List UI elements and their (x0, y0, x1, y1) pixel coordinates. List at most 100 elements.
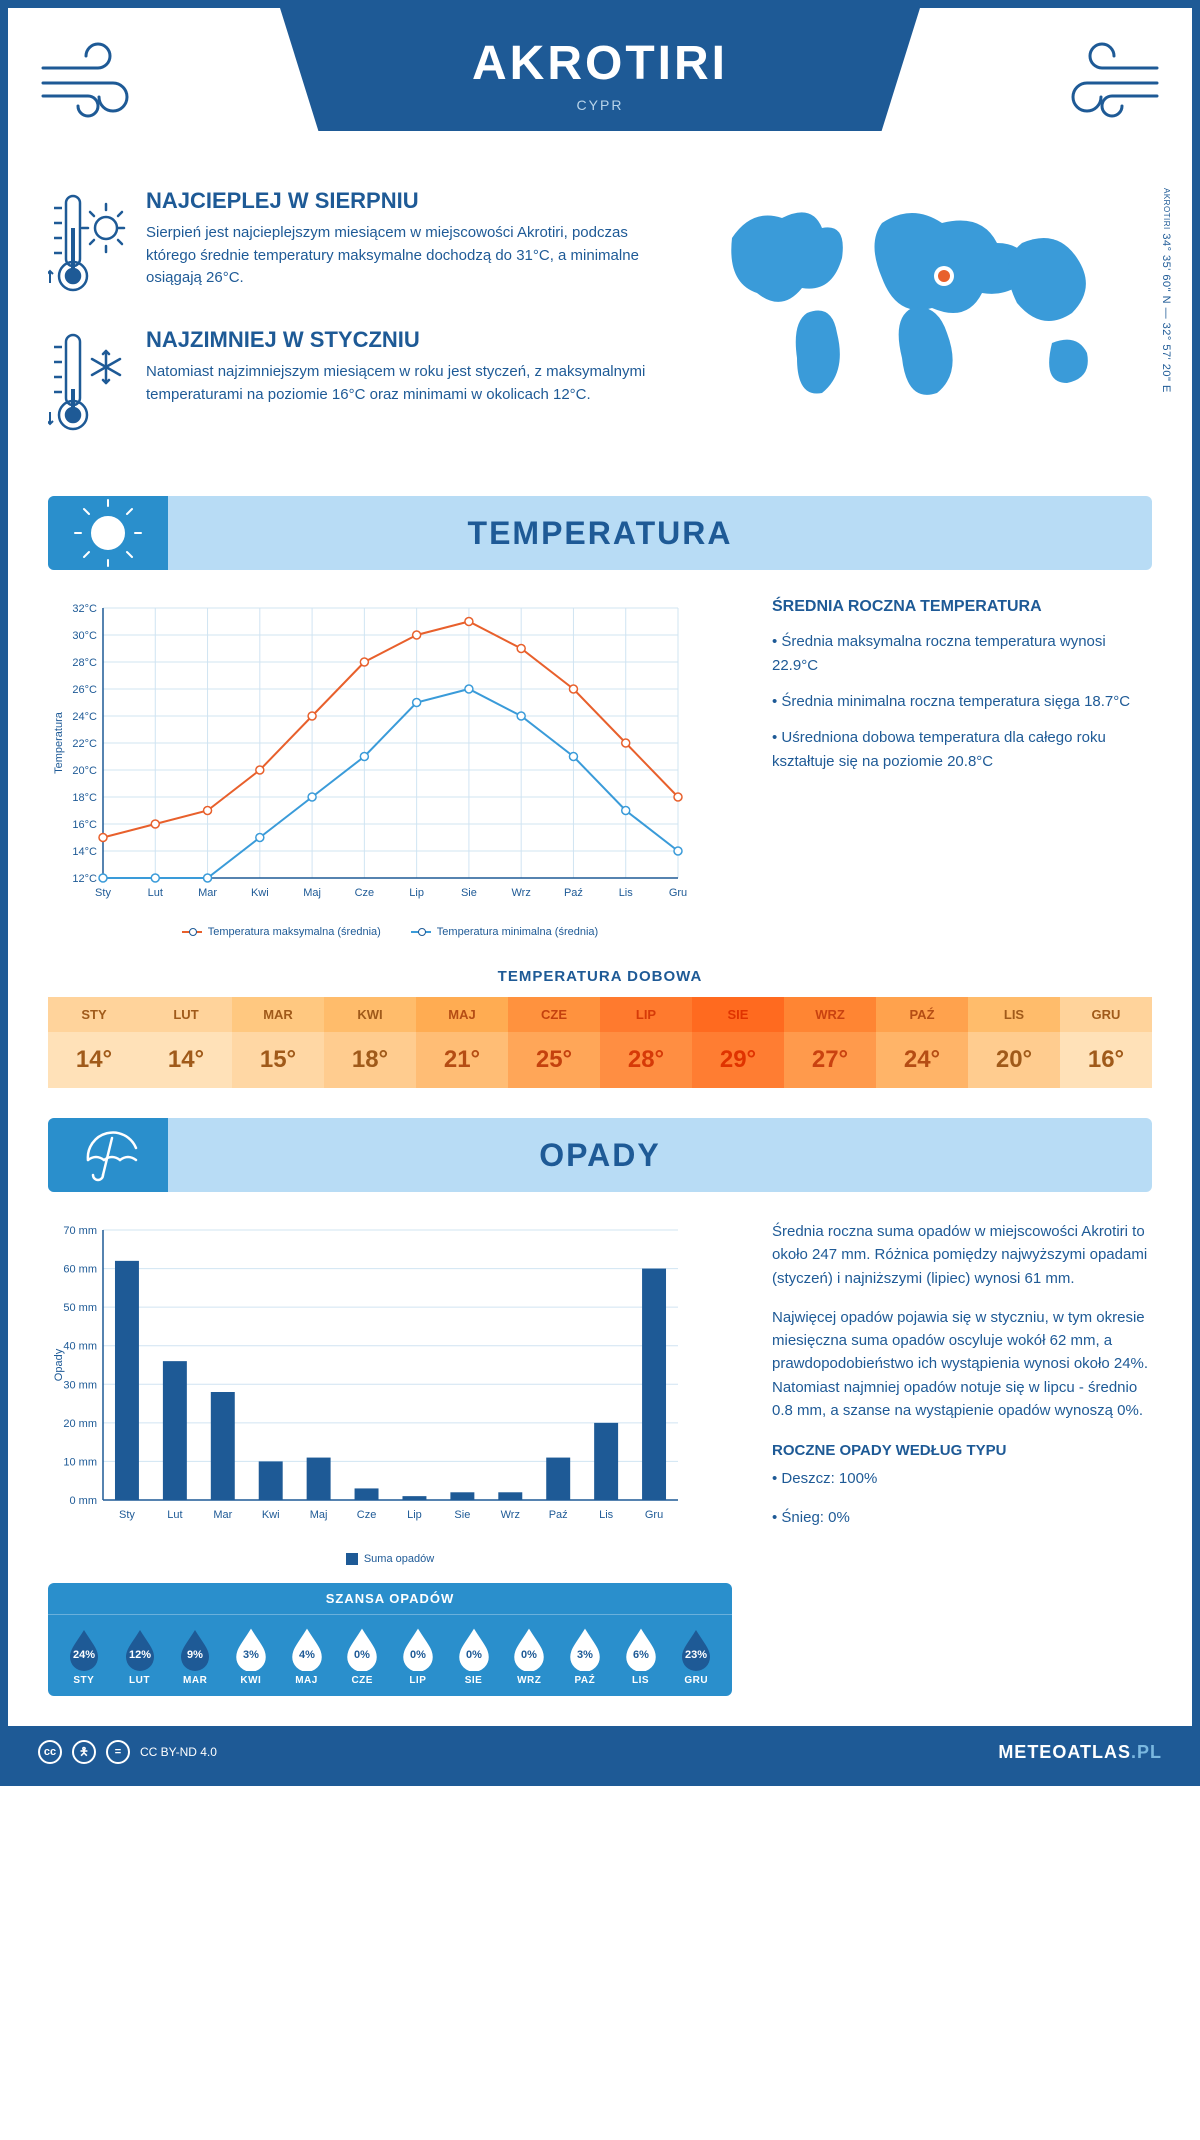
svg-text:4%: 4% (299, 1649, 315, 1661)
svg-text:23%: 23% (685, 1649, 707, 1661)
bullet-item: • Uśredniona dobowa temperatura dla całe… (772, 726, 1152, 774)
svg-text:Lip: Lip (407, 1509, 422, 1521)
svg-text:Paź: Paź (564, 887, 583, 899)
svg-text:28°C: 28°C (72, 657, 97, 669)
coordinates: AKROTIRI 34° 35' 60" N — 32° 57' 20" E (1160, 188, 1172, 393)
chance-cell: 3% KWI (223, 1627, 279, 1686)
raindrop-icon: 0% (344, 1627, 380, 1671)
svg-text:Gru: Gru (645, 1509, 663, 1521)
chance-cell: 12% LUT (112, 1627, 168, 1686)
footer: cc 🯅 = CC BY-ND 4.0 METEOATLAS.PL (8, 1726, 1192, 1778)
precip-paragraph: Średnia roczna suma opadów w miejscowośc… (772, 1220, 1152, 1290)
chance-cell: 0% SIE (446, 1627, 502, 1686)
chance-cell: 0% WRZ (501, 1627, 557, 1686)
world-map-icon (712, 188, 1132, 408)
chance-cell: 4% MAJ (279, 1627, 335, 1686)
svg-text:Sie: Sie (454, 1509, 470, 1521)
by-icon: 🯅 (72, 1740, 96, 1764)
svg-text:0 mm: 0 mm (70, 1495, 98, 1507)
svg-text:Mar: Mar (198, 887, 217, 899)
chance-cell: 9% MAR (167, 1627, 223, 1686)
cold-block: NAJZIMNIEJ W STYCZNIU Natomiast najzimni… (48, 327, 672, 442)
svg-text:Mar: Mar (213, 1509, 232, 1521)
chart-legend: Suma opadów (48, 1553, 732, 1565)
svg-text:0%: 0% (521, 1649, 537, 1661)
svg-text:9%: 9% (187, 1649, 203, 1661)
nd-icon: = (106, 1740, 130, 1764)
svg-text:Sty: Sty (95, 887, 111, 899)
raindrop-icon: 0% (456, 1627, 492, 1671)
raindrop-icon: 3% (567, 1627, 603, 1671)
cold-title: NAJZIMNIEJ W STYCZNIU (146, 327, 672, 353)
avg-annual-box: ŚREDNIA ROCZNA TEMPERATURA • Średnia mak… (772, 598, 1152, 938)
svg-text:60 mm: 60 mm (63, 1264, 97, 1276)
temperature-section-header: TEMPERATURA (48, 496, 1152, 570)
daily-temp-title: TEMPERATURA DOBOWA (48, 968, 1152, 985)
temp-cell: STY 14° (48, 997, 140, 1088)
precip-section-header: OPADY (48, 1118, 1152, 1192)
svg-text:14°C: 14°C (72, 846, 97, 858)
bullet-item: • Średnia minimalna roczna temperatura s… (772, 690, 1152, 714)
temp-cell: LIS 20° (968, 997, 1060, 1088)
temp-cell: PAŹ 24° (876, 997, 968, 1088)
svg-text:26°C: 26°C (72, 684, 97, 696)
svg-text:20°C: 20°C (72, 765, 97, 777)
chance-cell: 3% PAŹ (557, 1627, 613, 1686)
svg-text:3%: 3% (243, 1649, 259, 1661)
svg-text:18°C: 18°C (72, 792, 97, 804)
svg-text:0%: 0% (354, 1649, 370, 1661)
svg-text:Gru: Gru (669, 887, 687, 899)
svg-text:Wrz: Wrz (501, 1509, 520, 1521)
svg-text:Paź: Paź (549, 1509, 568, 1521)
hot-text: Sierpień jest najcieplejszym miesiącem w… (146, 222, 672, 290)
cold-text: Natomiast najzimniejszym miesiącem w rok… (146, 361, 672, 406)
svg-text:0%: 0% (466, 1649, 482, 1661)
precip-paragraph: Najwięcej opadów pojawia się w styczniu,… (772, 1306, 1152, 1422)
hot-title: NAJCIEPLEJ W SIERPNIU (146, 188, 672, 214)
svg-text:Opady: Opady (53, 1348, 65, 1381)
temp-cell: CZE 25° (508, 997, 600, 1088)
svg-text:Cze: Cze (357, 1509, 377, 1521)
svg-text:20 mm: 20 mm (63, 1418, 97, 1430)
svg-text:30 mm: 30 mm (63, 1379, 97, 1391)
brand: METEOATLAS.PL (998, 1742, 1162, 1763)
svg-text:Kwi: Kwi (251, 887, 269, 899)
location-country: CYPR (280, 97, 920, 113)
temp-cell: LUT 14° (140, 997, 232, 1088)
location-title: AKROTIRI (280, 36, 920, 91)
thermometer-hot-icon (48, 188, 128, 303)
temp-cell: LIP 28° (600, 997, 692, 1088)
temp-cell: SIE 29° (692, 997, 784, 1088)
temp-cell: KWI 18° (324, 997, 416, 1088)
svg-text:Lis: Lis (619, 887, 634, 899)
svg-text:10 mm: 10 mm (63, 1456, 97, 1468)
precip-title: OPADY (48, 1137, 1152, 1174)
daily-temp-strip: STY 14° LUT 14° MAR 15° KWI 18° MAJ 21° … (48, 997, 1152, 1088)
raindrop-icon: 0% (511, 1627, 547, 1671)
svg-text:70 mm: 70 mm (63, 1225, 97, 1237)
by-type-title: ROCZNE OPADY WEDŁUG TYPU (772, 1442, 1152, 1459)
legend-item: Temperatura maksymalna (średnia) (182, 926, 381, 938)
chart-legend: Temperatura maksymalna (średnia)Temperat… (48, 926, 732, 938)
temperature-line-chart: 12°C14°C16°C18°C20°C22°C24°C26°C28°C30°C… (48, 598, 732, 938)
temp-cell: MAR 15° (232, 997, 324, 1088)
page-frame: AKROTIRI CYPR (0, 0, 1200, 1786)
svg-text:0%: 0% (410, 1649, 426, 1661)
svg-text:Lut: Lut (167, 1509, 182, 1521)
chance-cell: 0% CZE (334, 1627, 390, 1686)
raindrop-icon: 3% (233, 1627, 269, 1671)
temp-cell: MAJ 21° (416, 997, 508, 1088)
raindrop-icon: 6% (623, 1627, 659, 1671)
svg-text:24°C: 24°C (72, 711, 97, 723)
chance-cell: 6% LIS (613, 1627, 669, 1686)
svg-text:Cze: Cze (355, 887, 375, 899)
svg-text:3%: 3% (577, 1649, 593, 1661)
svg-text:12%: 12% (128, 1649, 150, 1661)
svg-text:Sie: Sie (461, 887, 477, 899)
raindrop-icon: 4% (289, 1627, 325, 1671)
svg-text:Maj: Maj (310, 1509, 328, 1521)
chance-cell: 0% LIP (390, 1627, 446, 1686)
svg-text:40 mm: 40 mm (63, 1341, 97, 1353)
svg-text:Kwi: Kwi (262, 1509, 280, 1521)
svg-text:22°C: 22°C (72, 738, 97, 750)
